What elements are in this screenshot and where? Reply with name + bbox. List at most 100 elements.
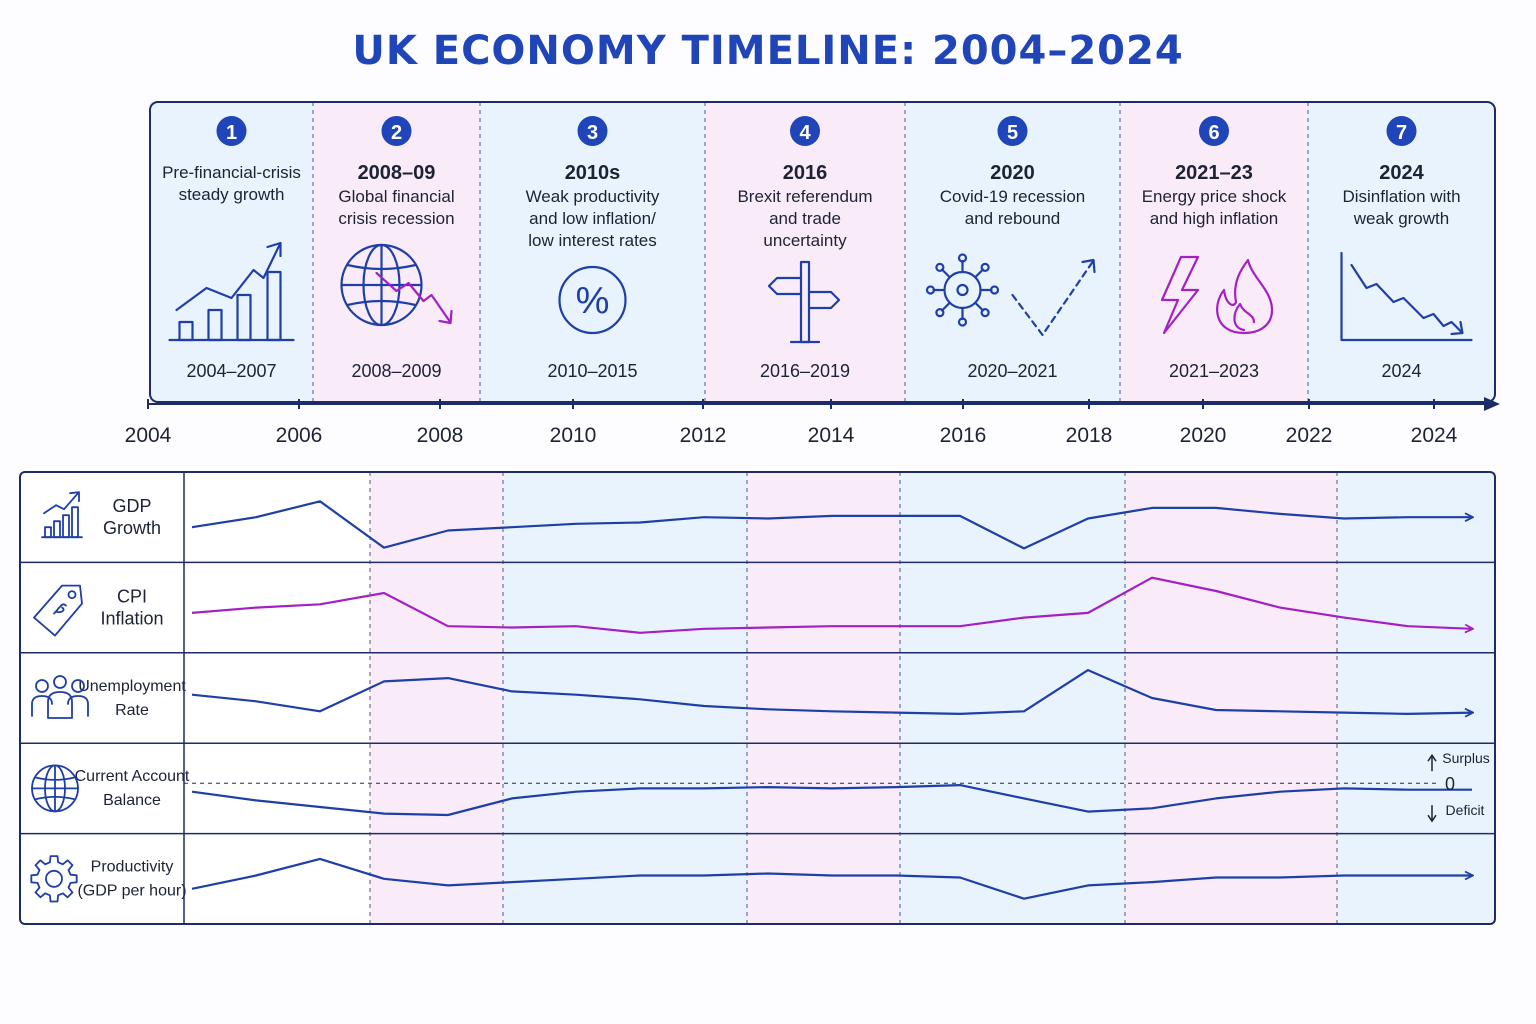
page-title: UK ECONOMY TIMELINE: 2004–2024 (352, 28, 1184, 74)
phase-5: 5 2020 Covid-19 recession and rebound 2020–2… (925, 116, 1096, 381)
phase-number-badge (1386, 116, 1417, 146)
phase-description: Global financial (338, 187, 454, 206)
phase-description: low interest rates (528, 231, 657, 250)
phase-description: weak growth (1353, 209, 1449, 228)
zero-label: 0 (1445, 774, 1455, 794)
series-line-current-account (191, 783, 1472, 817)
axis-tick-label: 2018 (1066, 424, 1113, 447)
axis-arrow-icon (1484, 397, 1500, 411)
indicator-band (747, 472, 900, 924)
indicator-band (900, 472, 1125, 924)
phase-range: 2024 (1381, 361, 1421, 381)
phase-2: 2 2008–09 Global financial crisis recession… (338, 116, 455, 381)
axis-tick-label: 2010 (550, 424, 597, 447)
indicator-label: Rate (115, 702, 149, 719)
phase-description: Covid-19 recession (940, 187, 1086, 206)
phase-range: 2020–2021 (967, 361, 1057, 381)
axis-tick-label: 2024 (1411, 424, 1458, 447)
surplus-arrowhead-icon (1427, 753, 1437, 762)
phase-range: 2008–2009 (351, 361, 441, 381)
phase-band (313, 102, 480, 402)
indicator-label: Productivity (91, 859, 174, 876)
phase-number-badge (216, 116, 247, 146)
phase-1: 1 Pre-financial-crisis steady growth 2004–2… (162, 116, 301, 381)
phase-frame (149, 101, 1496, 403)
axis-tick-label: 2022 (1286, 424, 1333, 447)
lightning-flame-icon (1160, 255, 1274, 335)
indicator-row-current-account: Current Account Balance Surplus 0 Deficit (20, 742, 1495, 823)
phase-range: 2010–2015 (547, 361, 637, 381)
price-tag-icon (33, 584, 83, 637)
phase-year: 2020 (990, 162, 1035, 184)
indicator-label: Growth (103, 518, 161, 538)
indicator-label: Unemployment (78, 678, 186, 695)
phase-description: steady growth (179, 185, 285, 204)
deficit-arrowhead-icon (1427, 814, 1437, 823)
phase-description: and rebound (965, 209, 1060, 228)
indicator-label: Inflation (100, 608, 163, 628)
indicator-band (1125, 472, 1337, 924)
phase-number: 4 (799, 122, 811, 144)
phase-band (905, 102, 1120, 402)
phase-7: 7 2024 Disinflation with weak growth 2024 (1340, 116, 1473, 381)
phase-band (150, 102, 313, 402)
phase-description: Disinflation with (1342, 187, 1460, 206)
indicator-label: GDP (112, 496, 151, 516)
people-icon (31, 675, 89, 719)
phase-number-badge (997, 116, 1028, 146)
phase-number: 2 (391, 122, 402, 144)
phase-number: 1 (226, 122, 237, 144)
phase-description: and high inflation (1150, 209, 1279, 228)
phase-number-badge (790, 116, 820, 146)
phase-number-badge (1199, 116, 1229, 146)
phase-number-badge (381, 116, 412, 146)
deficit-label: Deficit (1446, 802, 1485, 818)
indicator-row-unemployment: Unemployment Rate (20, 652, 1495, 719)
phase-4: 4 2016 Brexit referendum and trade uncertain… (737, 116, 873, 381)
phase-description: crisis recession (338, 209, 454, 228)
phase-year: 2010s (565, 162, 621, 184)
axis-tick-label: 2016 (940, 424, 987, 447)
series-line-cpi (191, 576, 1472, 634)
globe-icon (31, 764, 79, 813)
phase-number: 3 (587, 122, 598, 144)
phase-year: 2016 (783, 162, 828, 184)
phase-number: 5 (1007, 122, 1018, 144)
phase-description: Energy price shock (1142, 187, 1287, 206)
phase-range: 2021–2023 (1169, 361, 1259, 381)
gear-icon (30, 855, 78, 903)
series-line-unemployment (191, 668, 1472, 714)
phase-description: Weak productivity (526, 187, 660, 206)
phase-description: Pre-financial-crisis (162, 163, 301, 182)
phase-number: 7 (1396, 122, 1407, 144)
phase-band (480, 102, 705, 402)
virus-rebound-icon (925, 253, 1096, 337)
phase-band (705, 102, 905, 402)
indicator-band (370, 472, 503, 924)
phase-description: and low inflation/ (529, 209, 656, 228)
phase-range: 2016–2019 (760, 361, 850, 381)
phase-panel: 1 Pre-financial-crisis steady growth 2004–2… (149, 101, 1496, 403)
indicator-label: (GDP per hour) (77, 883, 186, 900)
phase-year: 2021–23 (1175, 162, 1253, 184)
phase-band (1308, 102, 1495, 402)
phase-year: 2024 (1379, 162, 1424, 184)
series-line-gdp (191, 500, 1472, 550)
svg-text:%: % (576, 280, 610, 322)
phase-number-badge (577, 116, 608, 146)
bar-growth-icon (41, 491, 83, 539)
indicator-label-column (20, 472, 184, 924)
phase-description: uncertainty (763, 231, 847, 250)
axis-tick-label: 2006 (276, 424, 323, 447)
axis-tick-label: 2014 (808, 424, 855, 447)
phase-3: 3 2010s Weak productivity and low inflation… (526, 116, 660, 381)
phase-year: 2008–09 (358, 162, 436, 184)
indicator-row-productivity: Productivity (GDP per hour) (20, 832, 1495, 903)
indicator-band (184, 472, 370, 924)
axis-tick-label: 2008 (417, 424, 464, 447)
phase-6: 6 2021–23 Energy price shock and high infla… (1142, 116, 1287, 381)
